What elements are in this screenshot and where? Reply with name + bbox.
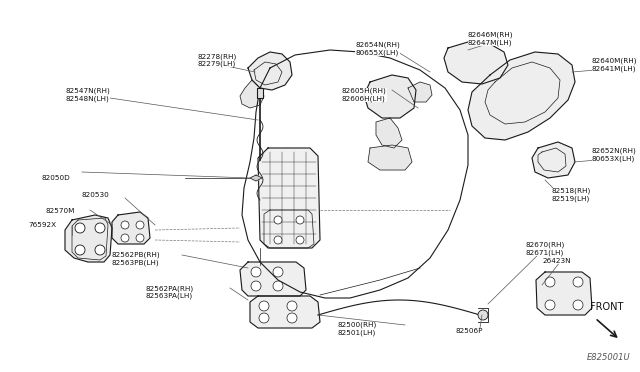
Polygon shape: [250, 296, 320, 328]
Text: 82654N(RH)
80655X(LH): 82654N(RH) 80655X(LH): [355, 42, 400, 56]
Circle shape: [121, 234, 129, 242]
Circle shape: [287, 313, 297, 323]
Text: 82652N(RH)
80653X(LH): 82652N(RH) 80653X(LH): [592, 148, 637, 162]
Text: 820530: 820530: [82, 192, 109, 198]
Polygon shape: [532, 142, 575, 178]
Circle shape: [573, 300, 583, 310]
Text: 82640M(RH)
82641M(LH): 82640M(RH) 82641M(LH): [592, 58, 637, 72]
Polygon shape: [364, 75, 416, 118]
Circle shape: [136, 221, 144, 229]
Text: FRONT: FRONT: [590, 302, 623, 312]
Text: 82506P: 82506P: [455, 328, 483, 334]
Text: 82547N(RH)
82548N(LH): 82547N(RH) 82548N(LH): [65, 88, 109, 102]
Text: 82605H(RH)
82606H(LH): 82605H(RH) 82606H(LH): [342, 88, 387, 102]
Bar: [257, 88, 263, 98]
Circle shape: [274, 236, 282, 244]
Text: 82562PA(RH)
82563PA(LH): 82562PA(RH) 82563PA(LH): [145, 285, 193, 299]
Circle shape: [287, 301, 297, 311]
Polygon shape: [368, 145, 412, 170]
Circle shape: [573, 277, 583, 287]
Circle shape: [75, 223, 85, 233]
Text: 82278(RH)
82279(LH): 82278(RH) 82279(LH): [198, 53, 237, 67]
Text: 82646M(RH)
82647M(LH): 82646M(RH) 82647M(LH): [468, 32, 513, 46]
Text: 82670(RH)
82671(LH): 82670(RH) 82671(LH): [525, 242, 564, 256]
Circle shape: [251, 267, 261, 277]
Circle shape: [121, 221, 129, 229]
Circle shape: [478, 310, 488, 320]
Polygon shape: [536, 272, 592, 315]
Text: 76592X: 76592X: [28, 222, 56, 228]
Circle shape: [95, 223, 105, 233]
Text: 82500(RH)
82501(LH): 82500(RH) 82501(LH): [338, 322, 377, 336]
Circle shape: [136, 234, 144, 242]
Text: 82050D: 82050D: [42, 175, 71, 181]
Circle shape: [273, 267, 283, 277]
Text: 82562PB(RH)
82563PB(LH): 82562PB(RH) 82563PB(LH): [112, 252, 161, 266]
Circle shape: [545, 300, 555, 310]
Polygon shape: [112, 212, 150, 244]
Text: 26423N: 26423N: [542, 258, 571, 264]
Text: 82570M: 82570M: [45, 208, 74, 214]
Text: E825001U: E825001U: [586, 353, 630, 362]
Circle shape: [259, 313, 269, 323]
Circle shape: [273, 281, 283, 291]
Circle shape: [545, 277, 555, 287]
Polygon shape: [248, 52, 292, 90]
Polygon shape: [250, 175, 262, 181]
Polygon shape: [240, 262, 306, 296]
Polygon shape: [468, 52, 575, 140]
Polygon shape: [240, 80, 264, 108]
Circle shape: [75, 245, 85, 255]
Circle shape: [95, 245, 105, 255]
Text: 82518(RH)
82519(LH): 82518(RH) 82519(LH): [552, 188, 591, 202]
Circle shape: [296, 216, 304, 224]
Polygon shape: [408, 82, 432, 102]
Polygon shape: [376, 118, 402, 148]
Polygon shape: [444, 42, 508, 84]
Circle shape: [296, 236, 304, 244]
Polygon shape: [65, 215, 112, 262]
Circle shape: [251, 281, 261, 291]
Circle shape: [274, 216, 282, 224]
Polygon shape: [258, 148, 320, 248]
Circle shape: [259, 301, 269, 311]
